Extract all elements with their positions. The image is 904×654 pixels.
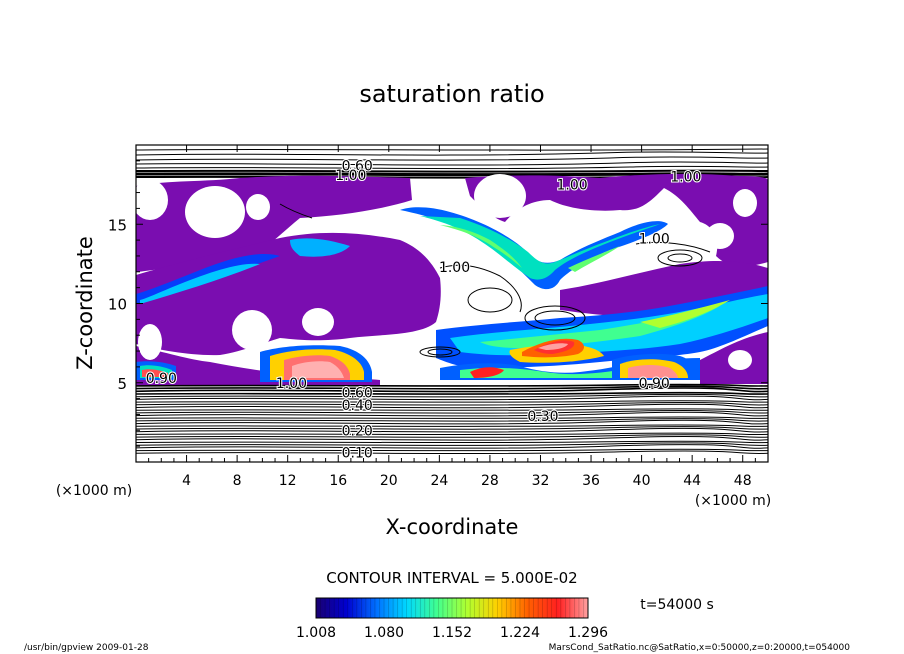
contour-label: 1.00	[556, 178, 587, 194]
contour-label: 0.60	[342, 385, 373, 401]
lower-contour-line	[136, 385, 768, 390]
y-unit-label: (×1000 m)	[56, 483, 132, 499]
lower-contour-band	[136, 383, 768, 454]
lower-contour-line	[136, 410, 768, 414]
lower-contour-line	[136, 436, 768, 441]
lower-contour-line	[136, 403, 768, 409]
lower-contour-line	[136, 424, 768, 427]
plot-area	[136, 145, 768, 462]
lower-contour-line	[136, 418, 768, 422]
lower-contour-line	[136, 387, 768, 393]
contour-interval-text: CONTOUR INTERVAL = 5.000E-02	[326, 569, 577, 587]
lower-contour-line	[136, 419, 768, 425]
x-tick-label: 40	[633, 473, 651, 489]
contour-label: 1.00	[670, 170, 701, 186]
x-tick-label: 48	[734, 473, 752, 489]
x-tick-label: 8	[233, 473, 242, 489]
y-tick-label: 10	[108, 296, 127, 314]
lower-contour-line	[136, 401, 768, 406]
x-axis-label: X-coordinate	[386, 515, 519, 539]
contour-label: 1.00	[639, 232, 670, 248]
colorbar-tick-label: 1.152	[432, 625, 472, 641]
contour-label: 0.90	[146, 371, 177, 387]
x-tick-label: 28	[481, 473, 499, 489]
lower-contour-line	[136, 442, 768, 446]
contour-label: 1.00	[335, 168, 366, 184]
contour-label: 0.20	[342, 423, 373, 439]
colorbar-ticks: 1.008 1.080 1.152 1.224 1.296	[296, 625, 608, 641]
lower-contour-line	[136, 432, 768, 436]
mid-contours	[279, 203, 711, 358]
colorbar-tick-label: 1.296	[568, 625, 608, 641]
x-tick-label: 32	[532, 473, 550, 489]
lower-contour-line	[136, 426, 768, 430]
lower-contour-line	[136, 393, 768, 398]
x-tick-label: 44	[683, 473, 701, 489]
lower-contour-line	[136, 427, 768, 433]
lower-contour-line	[136, 400, 768, 403]
subsaturated-holes	[136, 174, 757, 370]
contour-label: 0.40	[342, 398, 373, 414]
upper-contour-band	[136, 148, 768, 179]
colorbar-tick-label: 1.080	[364, 625, 404, 641]
lower-contour-line	[136, 444, 768, 449]
x-tick-label: 24	[430, 473, 448, 489]
x-tick-label: 20	[380, 473, 398, 489]
contour-label: 1.00	[439, 260, 470, 276]
y-axis-label: Z-coordinate	[73, 236, 97, 370]
chart-title: saturation ratio	[359, 80, 544, 108]
lower-contour-line	[136, 416, 768, 419]
colorbar	[315, 597, 589, 619]
lower-contour-line	[136, 391, 768, 395]
cloud-bands	[136, 207, 768, 382]
supersaturation-regions	[136, 173, 768, 386]
lower-contour-line	[136, 448, 768, 452]
x-unit-label: (×1000 m)	[695, 493, 771, 509]
colorbar-tick-label: 1.008	[296, 625, 336, 641]
contour-label: 0.60	[342, 159, 373, 175]
contour-label: 0.10	[342, 445, 373, 461]
x-tick-label: 12	[279, 473, 297, 489]
lower-contour-line	[136, 408, 768, 411]
time-label: t=54000 s	[640, 597, 714, 613]
lower-contour-line	[136, 411, 768, 417]
lower-contour-line	[136, 383, 768, 387]
y-axis-ticks: 5 10 15	[108, 160, 768, 447]
contour-label: 0.30	[527, 409, 558, 425]
footer-left: /usr/bin/gpview 2009-01-28	[24, 643, 149, 653]
colorbar-stripes	[320, 598, 584, 618]
x-tick-label: 16	[329, 473, 347, 489]
contour-label: 0.90	[639, 376, 670, 392]
colorbar-tick-label: 1.224	[500, 625, 540, 641]
lower-contour-line	[136, 434, 768, 438]
footer-right: MarsCond_SatRatio.nc@SatRatio,x=0:50000,…	[549, 643, 851, 653]
x-tick-label: 36	[582, 473, 600, 489]
lower-contour-line	[136, 395, 768, 401]
lower-contour-line	[136, 440, 768, 444]
contour-label: 1.00	[276, 376, 307, 392]
y-tick-label: 5	[117, 375, 127, 393]
lower-contour-line	[136, 450, 768, 454]
x-tick-label: 4	[182, 473, 191, 489]
contour-labels: 0.601.001.00 1.001.001.000.90 1.00 0.900.60…	[145, 158, 703, 463]
y-tick-label: 15	[108, 216, 127, 234]
x-axis-ticks: 4 8 12 16 20 24 28 32 36 40 44 48	[148, 145, 756, 489]
